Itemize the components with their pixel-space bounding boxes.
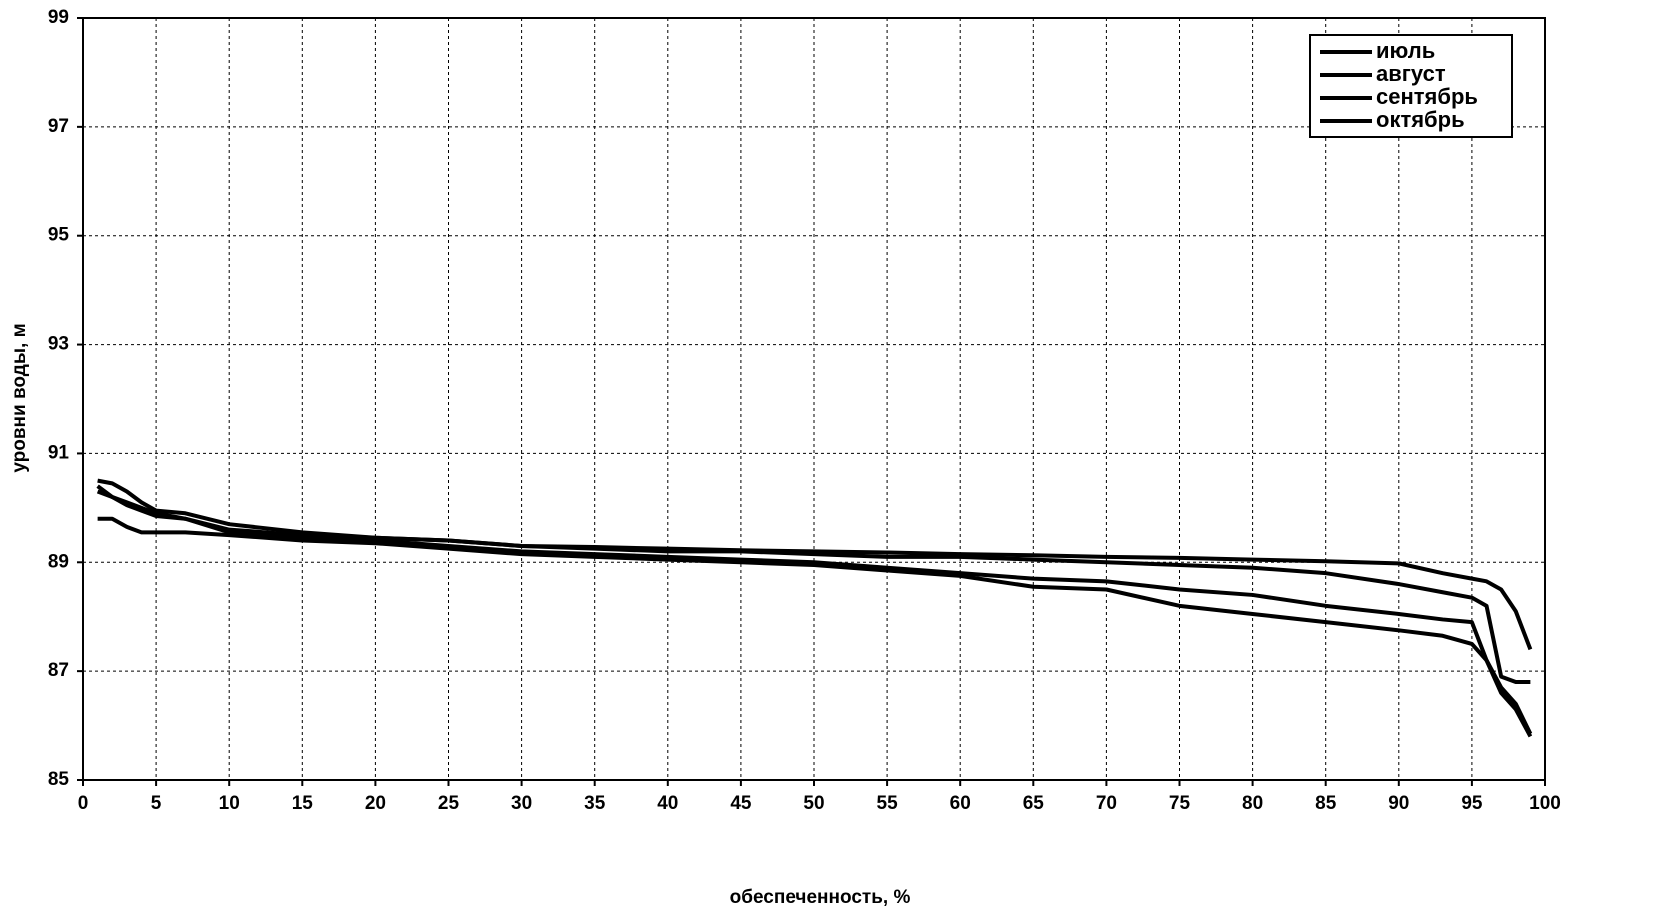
x-tick-label: 10 bbox=[219, 793, 240, 814]
x-tick-label: 45 bbox=[730, 793, 752, 814]
x-tick-label: 25 bbox=[438, 793, 460, 814]
x-tick-label: 40 bbox=[657, 793, 678, 814]
x-axis-label: обеспеченность, % bbox=[730, 887, 911, 908]
x-tick-label: 90 bbox=[1388, 793, 1409, 814]
x-tick-label: 85 bbox=[1315, 793, 1337, 814]
series-line bbox=[97, 516, 1533, 738]
x-tick-label: 65 bbox=[1023, 793, 1045, 814]
y-axis-label: уровни воды, м bbox=[9, 323, 30, 472]
x-tick-label: 80 bbox=[1242, 793, 1263, 814]
legend-label: июль bbox=[1376, 38, 1435, 63]
x-tick-label: 15 bbox=[292, 793, 314, 814]
legend-label: август bbox=[1376, 61, 1446, 86]
y-tick-label: 93 bbox=[48, 334, 69, 355]
y-tick-label: 99 bbox=[48, 7, 69, 28]
y-tick-label: 89 bbox=[48, 551, 69, 572]
x-tick-label: 55 bbox=[877, 793, 899, 814]
x-tick-label: 60 bbox=[950, 793, 971, 814]
legend-label: сентябрь bbox=[1376, 84, 1478, 109]
y-tick-label: 85 bbox=[48, 769, 70, 790]
x-tick-label: 75 bbox=[1169, 793, 1191, 814]
x-tick-label: 20 bbox=[365, 793, 386, 814]
x-tick-label: 50 bbox=[803, 793, 824, 814]
x-tick-label: 0 bbox=[78, 793, 89, 814]
x-tick-label: 100 bbox=[1529, 793, 1561, 814]
plot-frame bbox=[82, 17, 1546, 781]
series-line bbox=[96, 484, 1533, 735]
y-tick-label: 97 bbox=[48, 116, 69, 137]
y-tick-label: 87 bbox=[48, 660, 69, 681]
y-tick-label: 91 bbox=[48, 442, 70, 463]
x-tick-label: 35 bbox=[584, 793, 606, 814]
x-tick-label: 5 bbox=[151, 793, 162, 814]
x-tick-label: 70 bbox=[1096, 793, 1117, 814]
x-tick-label: 95 bbox=[1461, 793, 1483, 814]
y-tick-label: 95 bbox=[48, 225, 70, 246]
series-line bbox=[97, 478, 1533, 651]
legend-label: октябрь bbox=[1376, 107, 1465, 132]
series-line bbox=[96, 489, 1531, 685]
x-tick-label: 30 bbox=[511, 793, 532, 814]
